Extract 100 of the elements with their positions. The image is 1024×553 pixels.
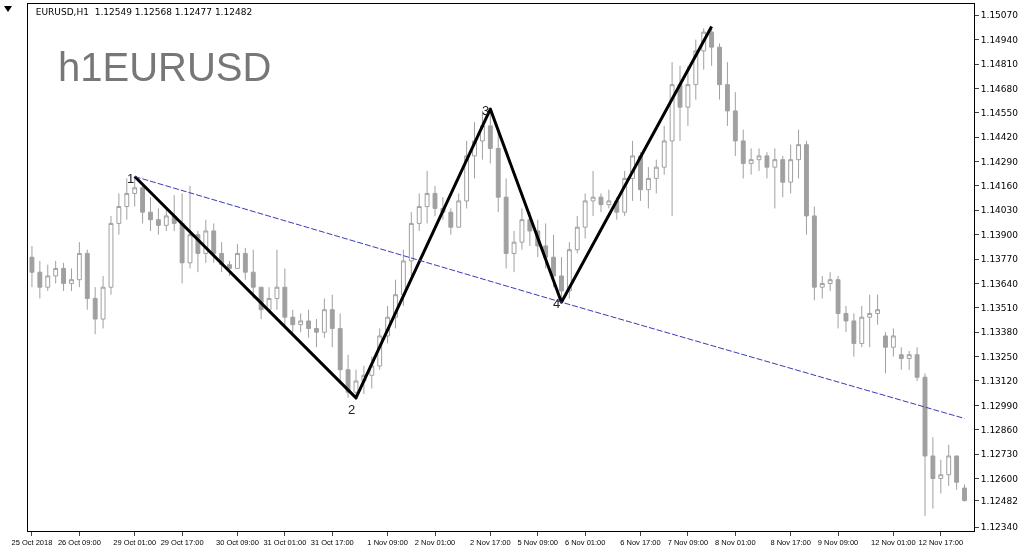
candlestick bbox=[100, 275, 106, 329]
candlestick bbox=[780, 155, 786, 198]
candlestick bbox=[179, 192, 185, 284]
candlestick bbox=[732, 91, 738, 157]
candlestick bbox=[946, 444, 952, 487]
y-tick-label: 1.12860 bbox=[980, 424, 1019, 435]
candlestick bbox=[843, 305, 849, 333]
candlestick bbox=[321, 297, 327, 339]
candlestick bbox=[306, 309, 311, 339]
candlestick bbox=[314, 318, 319, 348]
candlestick bbox=[867, 294, 873, 348]
y-tick-label: 1.12482 bbox=[980, 495, 1019, 506]
candlestick bbox=[456, 192, 462, 228]
candlestick bbox=[432, 185, 438, 217]
candlestick bbox=[76, 241, 82, 288]
candlestick bbox=[748, 147, 754, 176]
candlestick bbox=[227, 260, 232, 277]
candlestick bbox=[61, 262, 66, 292]
candlestick bbox=[930, 436, 936, 509]
candlestick bbox=[835, 275, 841, 329]
y-tick-label: 1.12340 bbox=[980, 522, 1019, 533]
candlestick bbox=[250, 249, 256, 299]
candlestick bbox=[796, 129, 801, 179]
y-tick-label: 1.12730 bbox=[980, 449, 1019, 460]
candlestick bbox=[187, 185, 193, 269]
candlestick bbox=[487, 112, 493, 164]
candlestick bbox=[677, 65, 683, 142]
y-tick-label: 1.14810 bbox=[980, 59, 1019, 70]
y-tick-label: 1.14420 bbox=[980, 132, 1019, 143]
y-tick-label: 1.13120 bbox=[980, 376, 1019, 387]
candlestick bbox=[661, 125, 667, 176]
y-tick-label: 1.14550 bbox=[980, 107, 1019, 118]
candlestick bbox=[804, 140, 809, 236]
y-tick-label: 1.13770 bbox=[980, 254, 1019, 265]
candlestick bbox=[242, 247, 248, 281]
candlestick bbox=[906, 350, 912, 371]
candlestick bbox=[669, 61, 675, 217]
candlestick bbox=[92, 286, 98, 335]
candlestick bbox=[551, 234, 556, 288]
candlestick bbox=[764, 151, 770, 179]
candlestick bbox=[140, 185, 146, 224]
candlestick bbox=[171, 194, 177, 232]
y-tick-label: 1.13250 bbox=[980, 351, 1019, 362]
y-tick-label: 1.14680 bbox=[980, 83, 1019, 94]
y-tick-label: 1.15070 bbox=[980, 10, 1019, 21]
candlestick bbox=[543, 222, 549, 269]
candlestick bbox=[938, 459, 944, 494]
candlestick bbox=[954, 455, 960, 491]
candlestick bbox=[400, 249, 406, 307]
annotation: 1 bbox=[127, 171, 135, 186]
candlestick bbox=[424, 170, 430, 224]
candlestick bbox=[353, 369, 359, 401]
candlestick bbox=[53, 260, 59, 284]
candlestick bbox=[883, 331, 888, 374]
candlestick bbox=[235, 243, 240, 269]
candlestick bbox=[108, 215, 114, 296]
candlestick bbox=[740, 129, 746, 179]
candlestick bbox=[163, 207, 169, 232]
y-tick-label: 1.14290 bbox=[980, 156, 1019, 167]
candlestick bbox=[851, 312, 857, 358]
candlestick bbox=[859, 305, 865, 348]
candlestick bbox=[503, 177, 509, 269]
candlestick bbox=[132, 176, 138, 208]
candlestick bbox=[574, 215, 580, 254]
candlestick bbox=[685, 65, 691, 127]
candlestick bbox=[606, 189, 612, 209]
candlestick bbox=[298, 312, 304, 333]
candlestick bbox=[274, 249, 280, 311]
chart-title: EURUSD,H1 1.12549 1.12568 1.12477 1.12482 bbox=[35, 6, 253, 17]
candlestick bbox=[329, 294, 335, 348]
y-tick-label: 1.12600 bbox=[980, 473, 1019, 484]
candlestick bbox=[29, 245, 35, 288]
annotation: 2 bbox=[348, 402, 356, 417]
candlestick bbox=[875, 294, 881, 326]
candlestick bbox=[511, 230, 517, 273]
candlestick bbox=[124, 177, 130, 221]
candlestick bbox=[37, 260, 43, 299]
candlestick bbox=[290, 309, 296, 333]
candlestick bbox=[717, 42, 722, 101]
candlestick bbox=[819, 275, 825, 299]
candlestick bbox=[827, 271, 833, 292]
candlestick bbox=[709, 27, 715, 67]
y-tick-label: 1.13380 bbox=[980, 327, 1019, 338]
candlestick bbox=[898, 346, 904, 371]
y-tick-label: 1.14940 bbox=[980, 34, 1019, 45]
candlestick bbox=[84, 249, 90, 311]
candlestick bbox=[724, 61, 730, 127]
candlestick bbox=[598, 192, 604, 213]
candlestick bbox=[962, 483, 967, 503]
candlestick bbox=[45, 264, 51, 292]
candlestick bbox=[914, 346, 920, 382]
annotation: 4 bbox=[553, 296, 561, 311]
y-tick-label: 1.13640 bbox=[980, 278, 1019, 289]
y-tick-label: 1.14030 bbox=[980, 205, 1019, 216]
candlestick bbox=[211, 222, 217, 264]
candlestick bbox=[155, 207, 161, 236]
candlestick bbox=[890, 327, 896, 358]
y-tick-label: 1.13900 bbox=[980, 229, 1019, 240]
candlestick bbox=[788, 144, 794, 194]
candlestick bbox=[148, 196, 153, 232]
